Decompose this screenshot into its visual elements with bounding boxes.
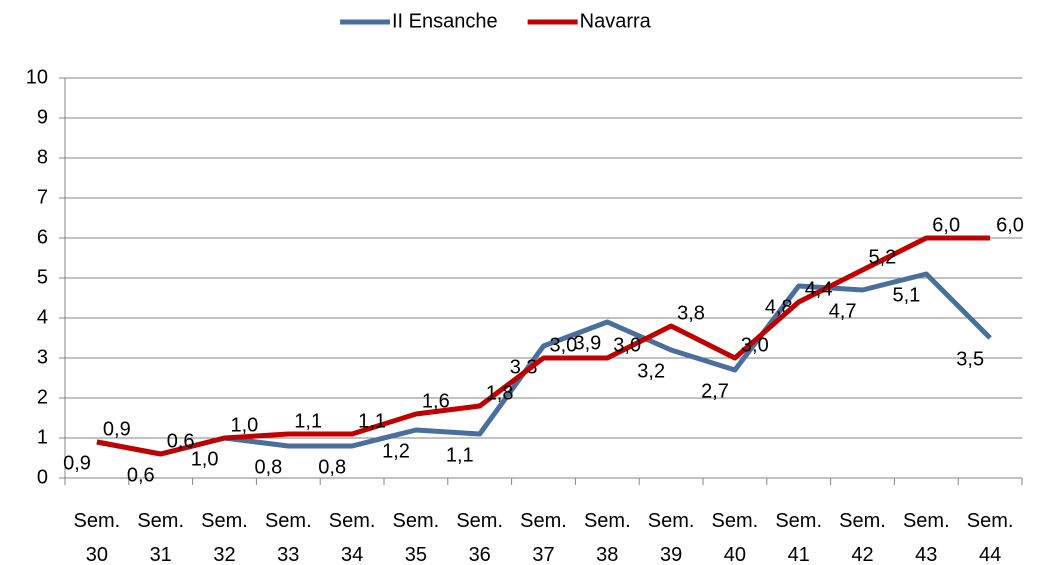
data-label: 6,0 [932,214,960,236]
data-label: 3,0 [550,334,578,356]
y-tick-label: 4 [37,306,48,328]
x-tick-label: Sem. 40 [711,510,759,565]
line [96,235,991,457]
data-label: 3,8 [677,302,705,324]
x-tick-label: Sem. 37 [520,510,567,565]
data-label: 3,2 [637,360,665,382]
data-label: 3,0 [613,334,641,356]
data-label: 0,8 [254,456,282,478]
data-label: 4,7 [829,300,857,322]
data-label: 1,1 [446,444,474,466]
data-label: 4,4 [805,278,833,300]
x-tick-label: Sem. 30 [73,510,121,565]
y-tick-label: 2 [37,386,48,408]
data-label: 0,9 [63,452,91,474]
data-label: 6,0 [996,214,1024,236]
legend-label: II Ensanche [392,10,498,32]
data-label: 1,1 [358,410,386,432]
data-label: 3,9 [573,332,601,354]
line [96,271,992,457]
data-label: 5,1 [892,284,920,306]
x-tick-label: Sem. 31 [137,510,185,565]
y-tick-label: 7 [37,186,48,208]
x-tick-label: Sem. 44 [966,510,1014,565]
x-tick-label: Sem. 42 [839,510,886,565]
data-label: 3,0 [741,334,769,356]
x-tick-label: Sem. 41 [775,510,823,565]
y-tick-label: 1 [37,426,48,448]
data-label: 5,2 [869,246,897,268]
x-tick-label: Sem. 32 [201,510,248,565]
data-label: 1,8 [486,382,514,404]
y-tick-label: 3 [37,346,48,368]
data-label: 2,7 [701,380,729,402]
data-label: 0,6 [127,464,155,486]
data-label: 1,2 [382,440,410,462]
data-label: 4,8 [765,296,793,318]
y-tick-label: 0 [37,466,48,488]
data-label: 3,3 [510,356,538,378]
y-tick-label: 10 [26,66,48,88]
y-tick-label: 8 [37,146,48,168]
x-tick-label: Sem. 33 [264,510,312,565]
x-tick-label: Sem. 43 [902,510,950,565]
data-label: 1,1 [294,410,322,432]
x-tick-label: Sem. 36 [456,510,504,565]
x-tick-label: Sem. 39 [647,510,695,565]
y-tick-label: 9 [37,106,48,128]
y-tick-label: 6 [37,226,48,248]
data-label: 0,9 [103,418,131,440]
x-tick-label: Sem. 34 [328,510,376,565]
data-label: 3,5 [956,348,984,370]
legend-label: Navarra [580,10,652,32]
data-label: 1,6 [422,390,450,412]
data-label: 0,6 [167,430,195,452]
x-tick-label: Sem. 35 [392,510,440,565]
data-label: 1,0 [231,414,259,436]
x-tick-label: Sem. 38 [583,510,631,565]
y-tick-label: 5 [37,266,48,288]
data-label: 1,0 [191,448,219,470]
data-label: 0,8 [318,456,346,478]
